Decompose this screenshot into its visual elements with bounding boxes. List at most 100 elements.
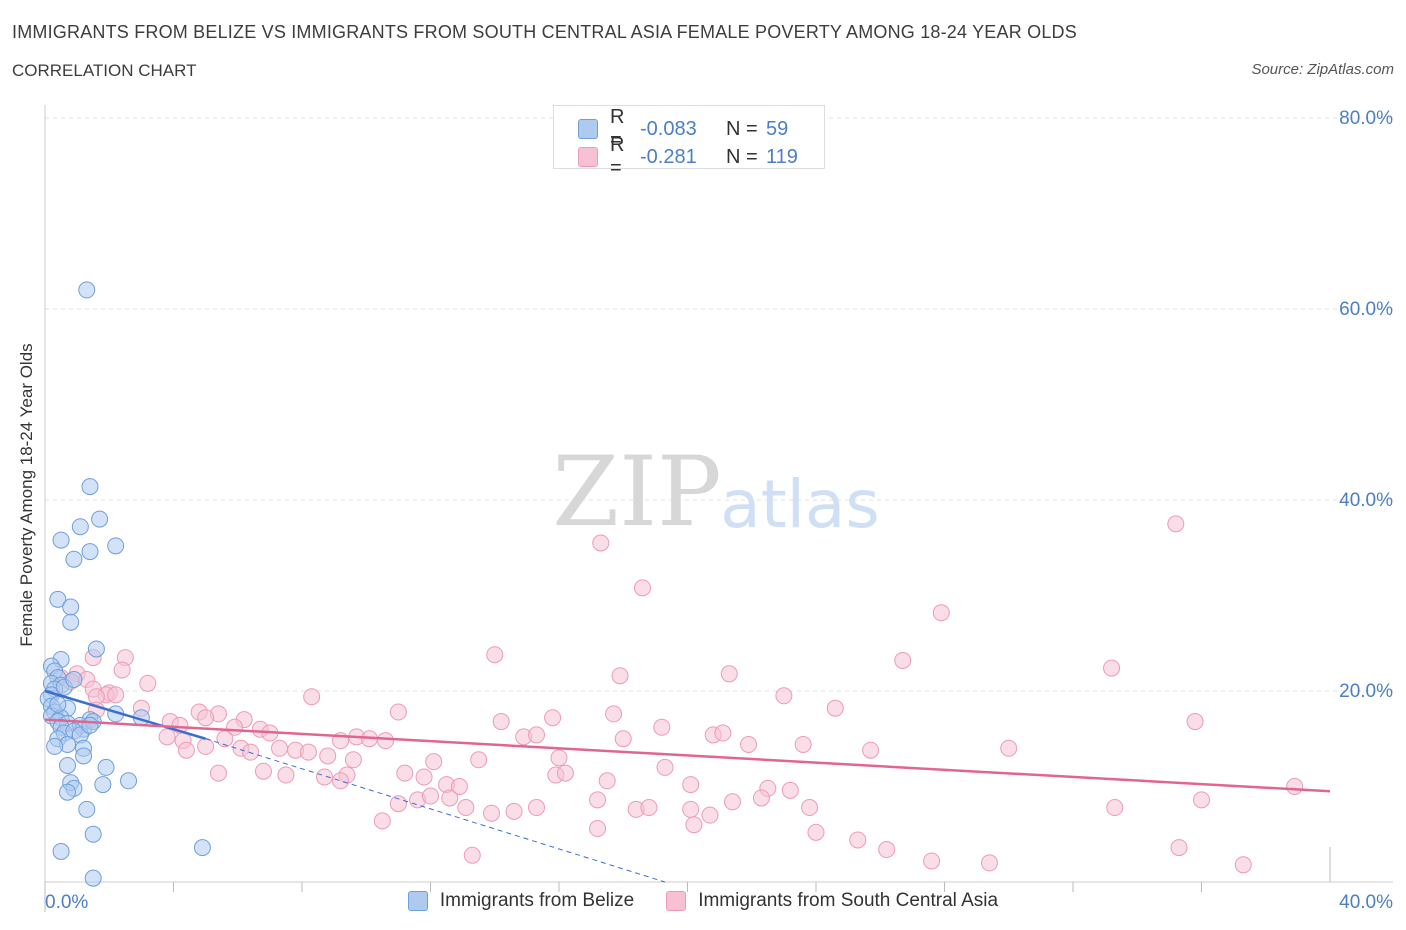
tick-labels: 20.0% 40.0% 60.0% 80.0% 0.0% 40.0% bbox=[45, 108, 1393, 913]
data-point bbox=[81, 478, 99, 496]
data-point bbox=[701, 806, 719, 824]
trendline-belize bbox=[44, 689, 206, 740]
data-point bbox=[193, 839, 211, 857]
data-point bbox=[49, 590, 67, 608]
series-legend: Immigrants from Belize Immigrants from S… bbox=[0, 890, 1406, 912]
data-point bbox=[58, 756, 76, 774]
data-point bbox=[389, 703, 407, 721]
data-point bbox=[528, 726, 546, 744]
data-point bbox=[932, 604, 950, 622]
data-point bbox=[807, 823, 825, 841]
data-point bbox=[505, 802, 523, 820]
data-point bbox=[634, 579, 652, 597]
series-south-central-asia bbox=[52, 515, 1304, 874]
trendline-south-central-asia bbox=[44, 718, 1331, 793]
data-point bbox=[319, 747, 337, 765]
data-point bbox=[450, 778, 468, 795]
data-point bbox=[71, 518, 89, 536]
axes bbox=[44, 105, 1393, 912]
data-point bbox=[422, 787, 439, 805]
data-point bbox=[81, 543, 99, 561]
pink-swatch bbox=[666, 891, 687, 911]
data-point bbox=[415, 768, 433, 786]
n-label: N = bbox=[726, 117, 758, 140]
y-tick-label: 40.0% bbox=[1339, 490, 1393, 511]
data-point bbox=[58, 783, 76, 801]
data-point bbox=[46, 737, 64, 755]
data-point bbox=[878, 841, 896, 859]
data-point bbox=[556, 764, 574, 782]
data-point bbox=[653, 718, 671, 736]
data-point bbox=[271, 739, 289, 757]
data-point bbox=[1103, 659, 1121, 677]
data-point bbox=[592, 534, 610, 552]
data-point bbox=[1167, 515, 1185, 533]
watermark-zip: ZIP bbox=[552, 436, 721, 548]
stats-row-belize: R = -0.083 N = 59 bbox=[578, 106, 788, 151]
data-point bbox=[589, 791, 607, 809]
data-point bbox=[483, 804, 501, 822]
data-point bbox=[614, 730, 632, 748]
data-point bbox=[486, 646, 504, 664]
data-point bbox=[209, 764, 227, 782]
data-point bbox=[344, 751, 362, 769]
data-point bbox=[682, 776, 700, 794]
data-point bbox=[49, 695, 67, 713]
data-point bbox=[1234, 856, 1252, 874]
blue-swatch bbox=[407, 891, 428, 911]
data-point bbox=[332, 772, 350, 790]
data-point bbox=[714, 724, 732, 742]
stats-row-south-central-asia: R = -0.281 N = 119 bbox=[578, 134, 798, 179]
data-point bbox=[801, 799, 819, 817]
data-point bbox=[1193, 791, 1210, 809]
data-point bbox=[723, 793, 741, 811]
watermark: ZIP atlas bbox=[552, 436, 879, 548]
data-point bbox=[62, 613, 80, 631]
data-point bbox=[158, 728, 176, 746]
data-point bbox=[682, 800, 700, 818]
data-point bbox=[1170, 839, 1188, 857]
data-point bbox=[52, 842, 70, 860]
data-point bbox=[107, 537, 125, 555]
data-point bbox=[197, 709, 215, 727]
data-point bbox=[197, 737, 215, 755]
y-axis-label: Female Poverty Among 18-24 Year Olds bbox=[17, 343, 36, 647]
data-point bbox=[752, 789, 770, 807]
data-point bbox=[87, 640, 105, 658]
stats-legend: R = -0.083 N = 59 R = -0.281 N = 119 bbox=[553, 105, 825, 179]
data-point bbox=[463, 846, 481, 864]
data-point bbox=[740, 735, 758, 753]
data-point bbox=[492, 713, 510, 731]
data-point bbox=[441, 789, 459, 807]
data-point bbox=[65, 550, 83, 568]
data-point bbox=[377, 732, 395, 750]
data-point bbox=[75, 747, 93, 765]
y-tick-label: 60.0% bbox=[1339, 299, 1393, 320]
data-point bbox=[640, 799, 658, 817]
data-point bbox=[720, 665, 738, 683]
data-point bbox=[980, 854, 998, 872]
data-point bbox=[84, 869, 102, 887]
x-tick-label: 40.0% bbox=[1339, 892, 1393, 913]
legend-item-belize: Immigrants from Belize bbox=[407, 890, 635, 912]
data-point bbox=[303, 688, 321, 706]
data-point bbox=[775, 687, 793, 705]
source-label: Source: ZipAtlas.com bbox=[1251, 61, 1394, 78]
data-point bbox=[457, 799, 475, 817]
data-point bbox=[299, 743, 317, 761]
blue-swatch bbox=[578, 119, 598, 139]
data-point bbox=[94, 776, 112, 794]
series-belize bbox=[39, 281, 211, 887]
data-point bbox=[425, 753, 443, 771]
data-point bbox=[78, 800, 96, 818]
data-point bbox=[389, 795, 407, 813]
legend-label: Immigrants from Belize bbox=[439, 890, 635, 911]
data-point bbox=[862, 741, 880, 759]
data-point bbox=[589, 820, 607, 838]
data-point bbox=[849, 831, 867, 849]
data-point bbox=[1286, 778, 1304, 795]
data-point bbox=[52, 531, 70, 549]
data-point bbox=[97, 758, 115, 776]
legend-item-south-central-asia: Immigrants from South Central Asia bbox=[666, 890, 998, 912]
